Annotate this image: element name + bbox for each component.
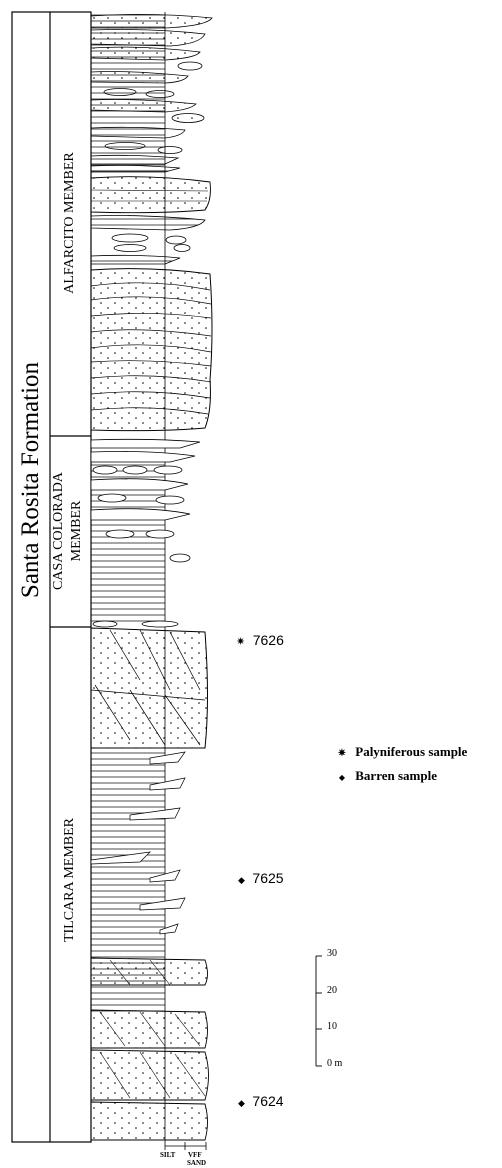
member-name-line2: MEMBER [69,500,84,562]
legend-palyniferous: ✷ Palyniferous sample [335,744,468,760]
casa-colorada-beds [90,438,201,628]
alfarcito-beds [90,14,213,432]
scale-label-30: 30 [327,948,337,959]
grain-label-vff: VFF [188,1151,202,1159]
formation-name: Santa Rosita Formation [17,361,44,599]
legend-label: Palyniferous sample [355,744,468,759]
member-name: ALFARCITO MEMBER [62,152,77,294]
palyniferous-icon: ✷ [236,636,246,648]
legend-label: Barren sample [355,768,437,783]
scale-label-20: 20 [327,985,337,996]
member-name: TILCARA MEMBER [62,817,77,943]
legend-barren: ◆ Barren sample [335,768,437,784]
sample-id: 7626 [252,632,284,648]
barren-icon: ◆ [238,1098,245,1108]
sample-marker-7626: ✷ 7626 [236,632,284,650]
sample-id: 7625 [252,870,284,886]
sample-id: 7624 [252,1093,284,1109]
sample-marker-7625: ◆ 7625 [238,870,284,888]
barren-icon: ◆ [238,875,245,885]
grain-label-sand: SAND [187,1159,207,1167]
palyniferous-icon: ✷ [337,748,347,759]
member-label-casa-colorada: CASA COLORADA MEMBER [50,431,90,631]
barren-icon: ◆ [338,773,346,782]
grain-label-silt: SILT [160,1151,176,1159]
scale-label-0: 0 m [327,1058,343,1069]
scale-label-10: 10 [327,1021,337,1032]
tilcara-beds [90,627,209,1141]
member-name-line1: CASA COLORADA [51,472,66,590]
member-label-tilcara: TILCARA MEMBER [60,730,80,1030]
formation-label: Santa Rosita Formation [11,280,51,680]
member-label-alfarcito: ALFARCITO MEMBER [60,73,80,373]
sample-marker-7624: ◆ 7624 [238,1093,284,1111]
